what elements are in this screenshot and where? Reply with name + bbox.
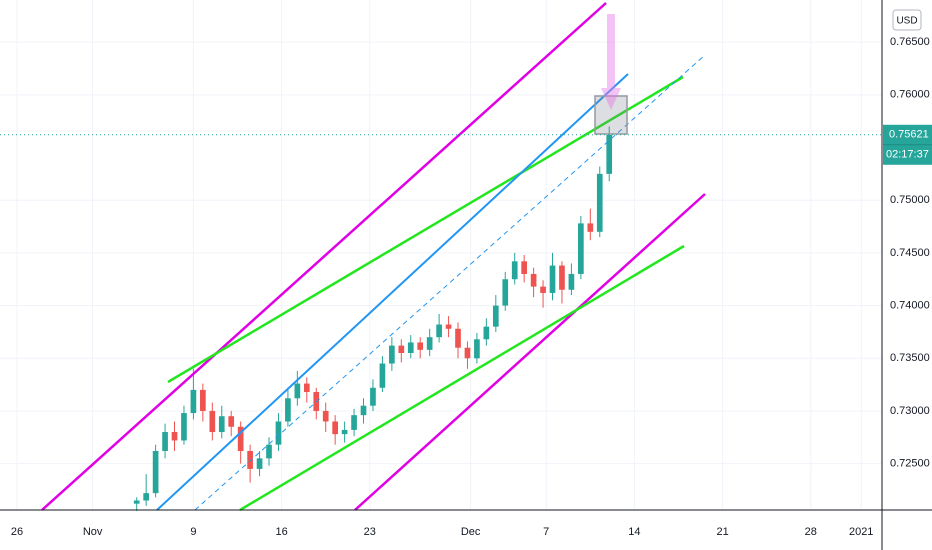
channel-line [354, 193, 706, 511]
x-tick-label: 7 [543, 526, 549, 538]
candle-body [578, 223, 584, 274]
candle-body [483, 326, 490, 340]
candle-body [351, 415, 357, 430]
candle-body [606, 134, 613, 174]
candle-body [521, 261, 527, 274]
x-tick-label: Dec [461, 526, 481, 538]
candle-body [464, 347, 471, 359]
candle-body [455, 328, 461, 348]
grid [0, 0, 882, 510]
countdown: 02:17:37 [886, 149, 929, 161]
candle-body [587, 223, 594, 232]
candle-body [502, 279, 509, 306]
candle-body [322, 410, 329, 422]
candle-body [360, 405, 367, 416]
price-label: 0.75621 [889, 129, 929, 141]
currency-box [892, 9, 922, 31]
candle-body [266, 444, 272, 459]
candle-body [530, 273, 537, 287]
candle-body [247, 450, 253, 469]
candle-body [209, 410, 216, 433]
candle-body [200, 389, 206, 411]
candle-body [436, 324, 442, 338]
candle-body [568, 273, 575, 290]
candle-body [379, 363, 386, 388]
candle-body [275, 421, 282, 445]
x-tick-label: Nov [83, 526, 103, 538]
candle-body [549, 265, 556, 293]
x-tick-label: 21 [716, 526, 728, 538]
candle-body [426, 337, 433, 350]
y-tick-label: 0.72500 [890, 458, 930, 470]
candle-body [370, 387, 376, 406]
axes: 0.72500 0.73000 0.73500 0.74000 0.74500 0.750… [11, 36, 932, 538]
trend-line [194, 54, 706, 511]
candle-body [143, 493, 149, 501]
candle-body [398, 345, 405, 353]
candle-body [407, 342, 414, 353]
y-tick-label: 0.73000 [890, 405, 930, 417]
drawings [41, 2, 706, 512]
y-tick-label: 0.74000 [890, 299, 930, 311]
candle-body [181, 413, 187, 441]
x-tick-label: 28 [805, 526, 817, 538]
y-tick-label: 0.76500 [890, 36, 930, 48]
candle-body [511, 261, 518, 280]
channel-line [41, 2, 607, 511]
candle-body [171, 432, 178, 441]
candle-body [162, 432, 168, 451]
candle-body [256, 458, 263, 469]
y-tick-label: 0.76000 [890, 89, 930, 101]
candle-body [417, 342, 424, 350]
x-tick-label: 2021 [849, 526, 873, 538]
candle-body [218, 416, 225, 433]
trend-line [239, 244, 685, 512]
currency: USD [896, 16, 917, 27]
candle-body [492, 305, 499, 327]
x-tick-label: 9 [190, 526, 196, 538]
x-tick-label: 26 [11, 526, 23, 538]
x-tick-label: 14 [628, 526, 640, 538]
candle-body [237, 426, 244, 451]
x-tick-label: 16 [275, 526, 287, 538]
trend-line [167, 75, 684, 384]
candles [133, 126, 613, 512]
arrow [601, 14, 621, 110]
candle-body [190, 389, 197, 414]
candle-body [152, 450, 159, 494]
candle-body [596, 173, 603, 232]
candle-body [294, 383, 301, 399]
candle-body [445, 324, 452, 329]
candle-body [474, 339, 480, 359]
y-tick-label: 0.75000 [890, 194, 930, 206]
y-tick-label: 0.74500 [890, 247, 930, 259]
candle-body [389, 345, 395, 364]
candle-body [540, 286, 546, 293]
highlight-box [594, 95, 628, 135]
x-tick-label: 23 [364, 526, 376, 538]
candle-body [341, 429, 348, 435]
candle-body [285, 398, 291, 422]
candle-body [133, 500, 140, 504]
candle-body [303, 383, 310, 392]
candle-body [559, 265, 565, 290]
trend-line [156, 73, 629, 511]
y-tick-label: 0.73500 [890, 352, 930, 364]
candle-body [228, 416, 235, 427]
candle-body [332, 421, 338, 435]
